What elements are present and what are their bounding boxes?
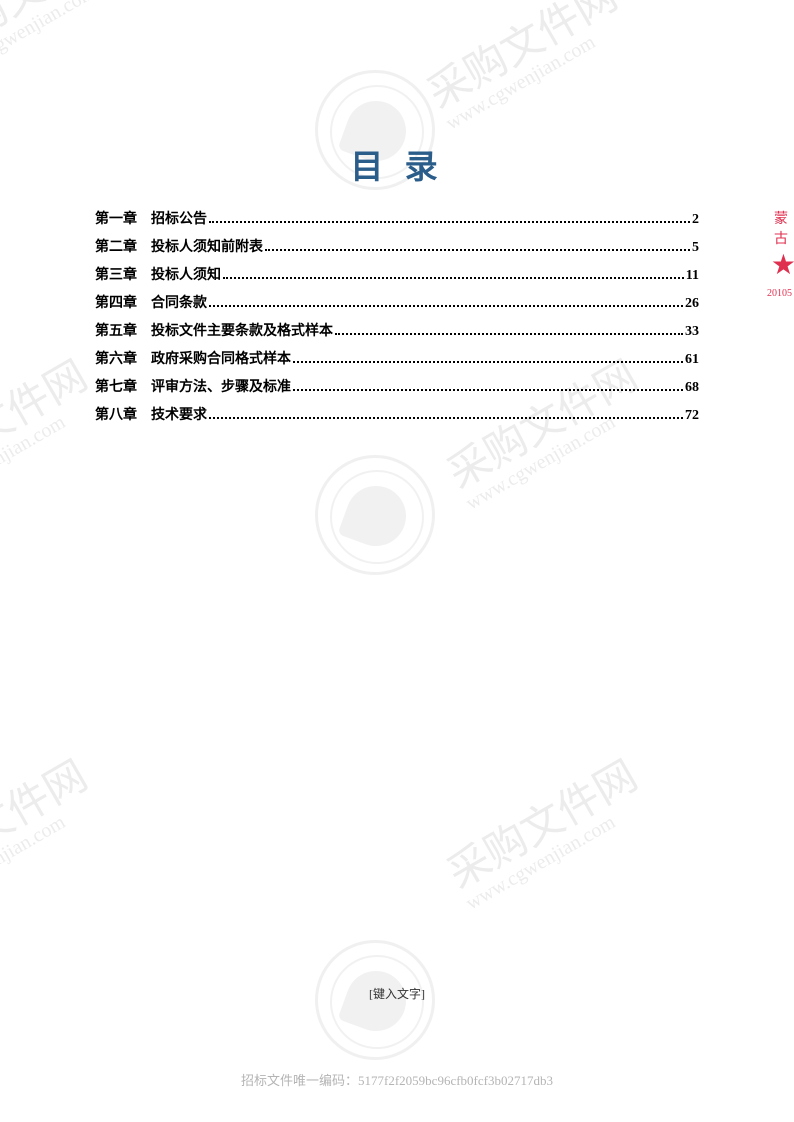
page-title: 目 录 (95, 140, 699, 188)
watermark: 采购文件网www.cgwenjian.com (435, 743, 656, 916)
toc-chapter: 第二章 (95, 236, 137, 256)
toc-entry: 第一章 招标公告 2 (95, 208, 699, 228)
toc-chapter: 第四章 (95, 292, 137, 312)
toc-page: 72 (685, 408, 699, 424)
toc-label: 投标人须知前附表 (151, 236, 263, 256)
watermark: 采购文件网www.cgwenjian.com (0, 743, 105, 916)
toc-dots (335, 333, 683, 335)
toc-dots (293, 361, 683, 363)
toc-dots (293, 389, 683, 391)
toc-chapter: 第八章 (95, 404, 137, 424)
toc-page: 2 (692, 212, 699, 228)
toc-dots (223, 277, 684, 279)
toc-page: 61 (685, 352, 699, 368)
toc-dots (209, 221, 690, 223)
toc-entry: 第五章 投标文件主要条款及格式样本 33 (95, 320, 699, 340)
document-content: 目 录 第一章 招标公告 2 第二章 投标人须知前附表 5 第三章 投标人须知 … (0, 0, 794, 424)
toc-label: 投标人须知 (151, 264, 221, 284)
footer-code-label: 招标文件唯一编码： (241, 1073, 358, 1088)
toc-chapter: 第七章 (95, 376, 137, 396)
toc-label: 评审方法、步骤及标准 (151, 376, 291, 396)
toc-entry: 第七章 评审方法、步骤及标准 68 (95, 376, 699, 396)
toc-label: 政府采购合同格式样本 (151, 348, 291, 368)
toc-dots (209, 417, 683, 419)
footer-code-value: 5177f2f2059bc96cfb0fcf3b02717db3 (358, 1073, 553, 1088)
toc-chapter: 第六章 (95, 348, 137, 368)
toc-label: 招标公告 (151, 208, 207, 228)
toc-page: 26 (685, 296, 699, 312)
toc-label: 技术要求 (151, 404, 207, 424)
toc-entry: 第八章 技术要求 72 (95, 404, 699, 424)
toc-dots (209, 305, 683, 307)
toc-chapter: 第一章 (95, 208, 137, 228)
toc-label: 合同条款 (151, 292, 207, 312)
watermark-logo (315, 455, 435, 575)
toc-entry: 第四章 合同条款 26 (95, 292, 699, 312)
toc-entry: 第二章 投标人须知前附表 5 (95, 236, 699, 256)
toc-page: 5 (692, 240, 699, 256)
toc-page: 33 (685, 324, 699, 340)
toc-entry: 第六章 政府采购合同格式样本 61 (95, 348, 699, 368)
footer-code: 招标文件唯一编码：5177f2f2059bc96cfb0fcf3b02717db… (0, 1070, 794, 1089)
toc-dots (265, 249, 690, 251)
footer-placeholder: [键入文字] (0, 985, 794, 1002)
toc-chapter: 第三章 (95, 264, 137, 284)
toc-page: 68 (685, 380, 699, 396)
toc-page: 11 (686, 268, 699, 284)
toc-entry: 第三章 投标人须知 11 (95, 264, 699, 284)
toc-chapter: 第五章 (95, 320, 137, 340)
toc-label: 投标文件主要条款及格式样本 (151, 320, 333, 340)
